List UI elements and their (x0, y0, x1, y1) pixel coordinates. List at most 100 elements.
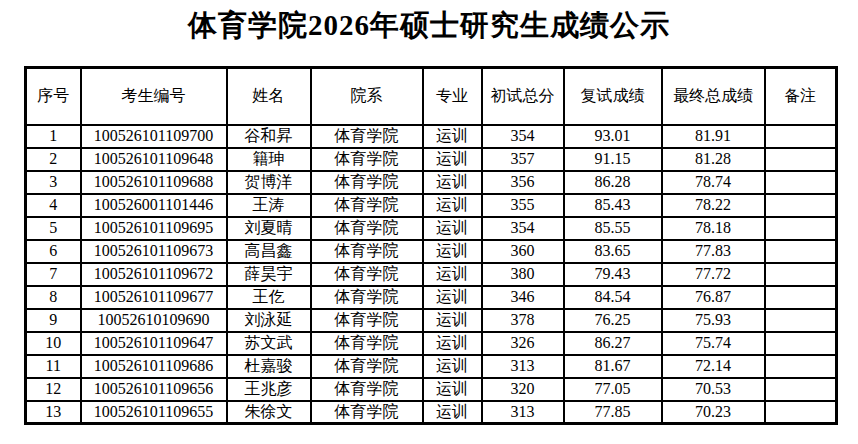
cell-initial-score: 360 (482, 240, 564, 263)
cell-name: 刘夏晴 (227, 217, 311, 240)
cell-index: 11 (26, 355, 81, 378)
cell-remark (765, 355, 837, 378)
cell-index: 4 (26, 194, 81, 217)
cell-remark (765, 401, 837, 424)
column-header-final-score: 最终总成绩 (662, 68, 765, 125)
cell-initial-score: 320 (482, 378, 564, 401)
cell-candidate-id: 100526101109677 (81, 286, 227, 309)
cell-major: 运训 (423, 355, 482, 378)
cell-major: 运训 (423, 194, 482, 217)
cell-initial-score: 354 (482, 217, 564, 240)
cell-final-score: 77.72 (662, 263, 765, 286)
cell-name: 苏文武 (227, 332, 311, 355)
cell-retest-score: 85.55 (564, 217, 662, 240)
table-row: 7100526101109672薛昊宇体育学院运训38079.4377.72 (26, 263, 837, 286)
cell-major: 运训 (423, 401, 482, 424)
cell-department: 体育学院 (311, 378, 423, 401)
cell-candidate-id: 100526101109688 (81, 171, 227, 194)
cell-remark (765, 125, 837, 148)
cell-initial-score: 357 (482, 148, 564, 171)
cell-index: 7 (26, 263, 81, 286)
cell-major: 运训 (423, 125, 482, 148)
cell-remark (765, 378, 837, 401)
cell-candidate-id: 100526001101446 (81, 194, 227, 217)
cell-index: 13 (26, 401, 81, 424)
cell-initial-score: 356 (482, 171, 564, 194)
cell-index: 12 (26, 378, 81, 401)
column-header-remark: 备注 (765, 68, 837, 125)
cell-retest-score: 91.15 (564, 148, 662, 171)
cell-name: 杜嘉骏 (227, 355, 311, 378)
cell-name: 王涛 (227, 194, 311, 217)
cell-index: 10 (26, 332, 81, 355)
cell-index: 2 (26, 148, 81, 171)
cell-department: 体育学院 (311, 148, 423, 171)
cell-name: 刘泳延 (227, 309, 311, 332)
cell-initial-score: 354 (482, 125, 564, 148)
cell-department: 体育学院 (311, 332, 423, 355)
cell-final-score: 78.18 (662, 217, 765, 240)
cell-candidate-id: 100526101109655 (81, 401, 227, 424)
cell-major: 运训 (423, 263, 482, 286)
cell-index: 5 (26, 217, 81, 240)
cell-name: 薛昊宇 (227, 263, 311, 286)
cell-retest-score: 77.05 (564, 378, 662, 401)
cell-department: 体育学院 (311, 194, 423, 217)
cell-department: 体育学院 (311, 171, 423, 194)
cell-major: 运训 (423, 378, 482, 401)
cell-name: 王仡 (227, 286, 311, 309)
cell-name: 朱徐文 (227, 401, 311, 424)
cell-remark (765, 217, 837, 240)
column-header-candidate-id: 考生编号 (81, 68, 227, 125)
cell-remark (765, 286, 837, 309)
cell-initial-score: 326 (482, 332, 564, 355)
header-row: 序号考生编号姓名院系专业初试总分复试成绩最终总成绩备注 (26, 68, 837, 125)
cell-major: 运训 (423, 332, 482, 355)
column-header-initial-score: 初试总分 (482, 68, 564, 125)
table-row: 10100526101109647苏文武体育学院运训32686.2775.74 (26, 332, 837, 355)
cell-candidate-id: 100526101109672 (81, 263, 227, 286)
table-row: 5100526101109695刘夏晴体育学院运训35485.5578.18 (26, 217, 837, 240)
table-row: 13100526101109655朱徐文体育学院运训31377.8570.23 (26, 401, 837, 424)
cell-retest-score: 86.28 (564, 171, 662, 194)
scores-table: 序号考生编号姓名院系专业初试总分复试成绩最终总成绩备注 110052610110… (24, 66, 838, 425)
cell-index: 8 (26, 286, 81, 309)
column-header-major: 专业 (423, 68, 482, 125)
cell-candidate-id: 100526101109695 (81, 217, 227, 240)
cell-retest-score: 79.43 (564, 263, 662, 286)
cell-final-score: 81.91 (662, 125, 765, 148)
cell-department: 体育学院 (311, 355, 423, 378)
cell-initial-score: 313 (482, 401, 564, 424)
cell-department: 体育学院 (311, 309, 423, 332)
cell-retest-score: 86.27 (564, 332, 662, 355)
cell-index: 9 (26, 309, 81, 332)
cell-major: 运训 (423, 171, 482, 194)
cell-name: 贺博洋 (227, 171, 311, 194)
cell-final-score: 76.87 (662, 286, 765, 309)
cell-remark (765, 171, 837, 194)
cell-final-score: 75.74 (662, 332, 765, 355)
cell-final-score: 70.53 (662, 378, 765, 401)
table-row: 2100526101109648籍珅体育学院运训35791.1581.28 (26, 148, 837, 171)
cell-candidate-id: 100526101109656 (81, 378, 227, 401)
cell-candidate-id: 100526101109647 (81, 332, 227, 355)
cell-index: 3 (26, 171, 81, 194)
cell-candidate-id: 10052610109690 (81, 309, 227, 332)
cell-index: 1 (26, 125, 81, 148)
cell-final-score: 70.23 (662, 401, 765, 424)
cell-remark (765, 240, 837, 263)
cell-remark (765, 148, 837, 171)
column-header-department: 院系 (311, 68, 423, 125)
cell-department: 体育学院 (311, 401, 423, 424)
cell-candidate-id: 100526101109700 (81, 125, 227, 148)
cell-retest-score: 83.65 (564, 240, 662, 263)
table-row: 12100526101109656王兆彦体育学院运训32077.0570.53 (26, 378, 837, 401)
cell-department: 体育学院 (311, 217, 423, 240)
cell-name: 籍珅 (227, 148, 311, 171)
cell-initial-score: 355 (482, 194, 564, 217)
cell-retest-score: 77.85 (564, 401, 662, 424)
cell-major: 运训 (423, 240, 482, 263)
cell-department: 体育学院 (311, 125, 423, 148)
table-row: 910052610109690刘泳延体育学院运训37876.2575.93 (26, 309, 837, 332)
cell-major: 运训 (423, 309, 482, 332)
